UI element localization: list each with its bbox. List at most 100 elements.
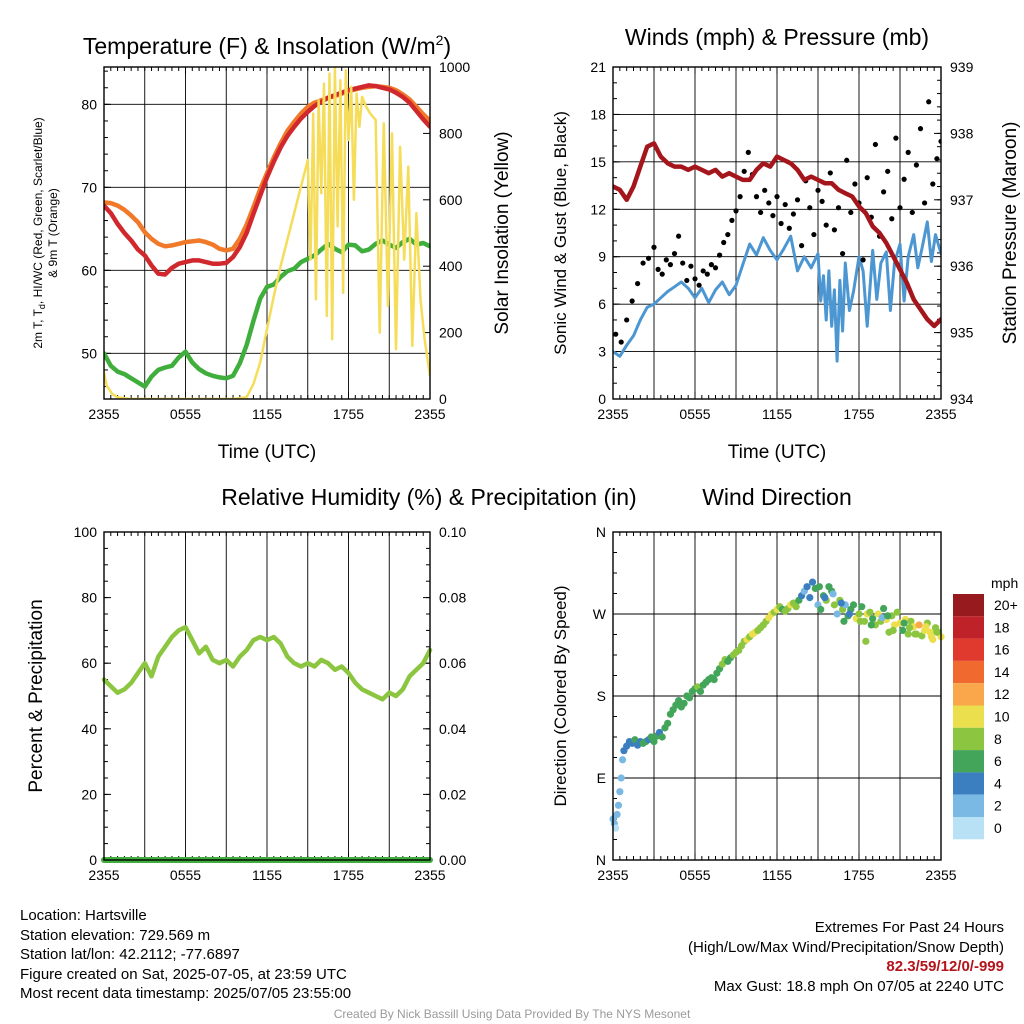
- y-tick-label: 100: [74, 524, 98, 540]
- gust-point: [823, 222, 829, 228]
- gust-point: [901, 176, 907, 182]
- y2-tick-label: 0: [439, 391, 447, 407]
- gust-point: [811, 231, 817, 238]
- speed-legend: mph 20+ 18 16 14 12 10 8 6 4 2 0: [953, 575, 1018, 840]
- legend-swatch: [953, 660, 984, 684]
- gust-point: [778, 220, 784, 227]
- legend-swatch: [953, 794, 984, 817]
- gust-point: [840, 250, 846, 257]
- direction-point: [808, 578, 817, 586]
- legend-swatch: [953, 750, 984, 773]
- y2-tick-label: 400: [439, 258, 463, 274]
- gust-point: [696, 282, 702, 288]
- gust-point: [893, 135, 899, 141]
- gust-point: [717, 252, 723, 258]
- legend-swatch: [953, 727, 984, 751]
- x-tick-label: 0555: [170, 867, 201, 883]
- x-tick-label: 2355: [597, 867, 628, 883]
- direction-point: [617, 774, 625, 782]
- gust-point: [815, 187, 821, 193]
- x-tick-label: 0555: [170, 406, 201, 422]
- x-tick-label: 2355: [414, 406, 445, 422]
- x-tick-label: 1155: [252, 867, 282, 883]
- gust-point: [676, 233, 682, 239]
- station-info: Location: Hartsville Station elevation: …: [20, 906, 351, 1004]
- direction-point: [915, 621, 923, 629]
- y-tick-label: 70: [81, 179, 97, 195]
- direction-point: [890, 621, 899, 629]
- plot-border: [612, 531, 942, 861]
- chart-title: Winds (mph) & Pressure (mb): [625, 24, 929, 50]
- plot-border: [103, 531, 431, 861]
- y-tick-label: 9: [598, 249, 606, 265]
- max-gust-text: Max Gust: 18.8 mph On 07/05 at 2240 UTC: [713, 977, 1004, 995]
- gust-point: [680, 260, 686, 266]
- direction-point: [815, 583, 823, 591]
- gust-point: [794, 197, 801, 203]
- gust-point: [704, 271, 710, 277]
- plot-border: [103, 66, 431, 400]
- y-tick-label: 40: [81, 721, 97, 737]
- x-tick-label: 1155: [762, 867, 792, 883]
- gust-point: [909, 209, 915, 216]
- y2-axis-label: Station Pressure (Maroon): [1000, 122, 1021, 345]
- y2-tick-label: 600: [439, 192, 463, 208]
- y2-tick-label: 0.00: [439, 852, 466, 868]
- figure-created-text: Figure created on Sat, 2025-07-05, at 23…: [20, 965, 347, 983]
- gust-point: [663, 257, 669, 263]
- direction-point: [866, 608, 874, 616]
- y-tick-label: 6: [598, 296, 606, 312]
- x-tick-label: 0555: [679, 867, 710, 883]
- direction-point: [710, 676, 718, 684]
- direction-point: [614, 801, 623, 809]
- gust-point: [667, 262, 674, 268]
- direction-point: [837, 599, 845, 607]
- direction-point: [675, 696, 683, 705]
- gust-point: [766, 200, 772, 206]
- y-axis-label: Direction (Colored By Speed): [551, 585, 570, 806]
- x-tick-label: 0555: [679, 406, 710, 422]
- direction-point: [918, 632, 926, 640]
- gust-point: [651, 244, 657, 250]
- x-tick-label: 2355: [414, 867, 445, 883]
- direction-point: [889, 626, 897, 635]
- y2-tick-label: 0.02: [439, 786, 466, 802]
- direction-point: [884, 612, 892, 620]
- x-tick-label: 2355: [597, 406, 628, 422]
- gust-point: [729, 217, 735, 223]
- y-tick-label: E: [597, 770, 606, 786]
- direction-point: [817, 605, 825, 614]
- y-tick-label: 0: [598, 391, 606, 407]
- gust-point: [770, 213, 776, 219]
- gust-point: [659, 271, 665, 277]
- wind-panel: 2355 0555 1155 1755 235503691215182193493593…: [551, 24, 1021, 463]
- direction-point: [855, 610, 863, 618]
- gust-point: [827, 170, 833, 176]
- y2-tick-label: 0.06: [439, 655, 466, 671]
- gust-point: [645, 255, 652, 261]
- gust-point: [881, 189, 887, 195]
- y2-tick-label: 0.04: [439, 721, 466, 737]
- gust-point: [885, 168, 891, 174]
- legend-swatch: [953, 817, 984, 840]
- gust-point: [852, 181, 858, 187]
- extremes-values: 82.3/59/12/0/-999: [886, 958, 1004, 976]
- y-axis-label: 2m T, Td, HI/WC (Red, Green, Scarlet/Blu…: [31, 117, 47, 348]
- direction-point: [833, 610, 841, 618]
- gust-point: [864, 175, 870, 181]
- y2-axis-label: Solar Insolation (Yellow): [492, 131, 513, 334]
- gust-point: [897, 205, 903, 211]
- gust-point: [708, 262, 715, 268]
- legend-swatch: [953, 616, 984, 639]
- gust-point: [640, 260, 646, 266]
- x-tick-label: 1755: [333, 867, 364, 883]
- legend-label: 6: [994, 753, 1002, 769]
- legend-swatch: [953, 772, 984, 795]
- direction-point: [650, 737, 658, 746]
- gust-point: [725, 231, 731, 238]
- gust-point: [624, 317, 630, 323]
- y-tick-label: N: [596, 852, 606, 868]
- legend-label: 8: [994, 731, 1002, 747]
